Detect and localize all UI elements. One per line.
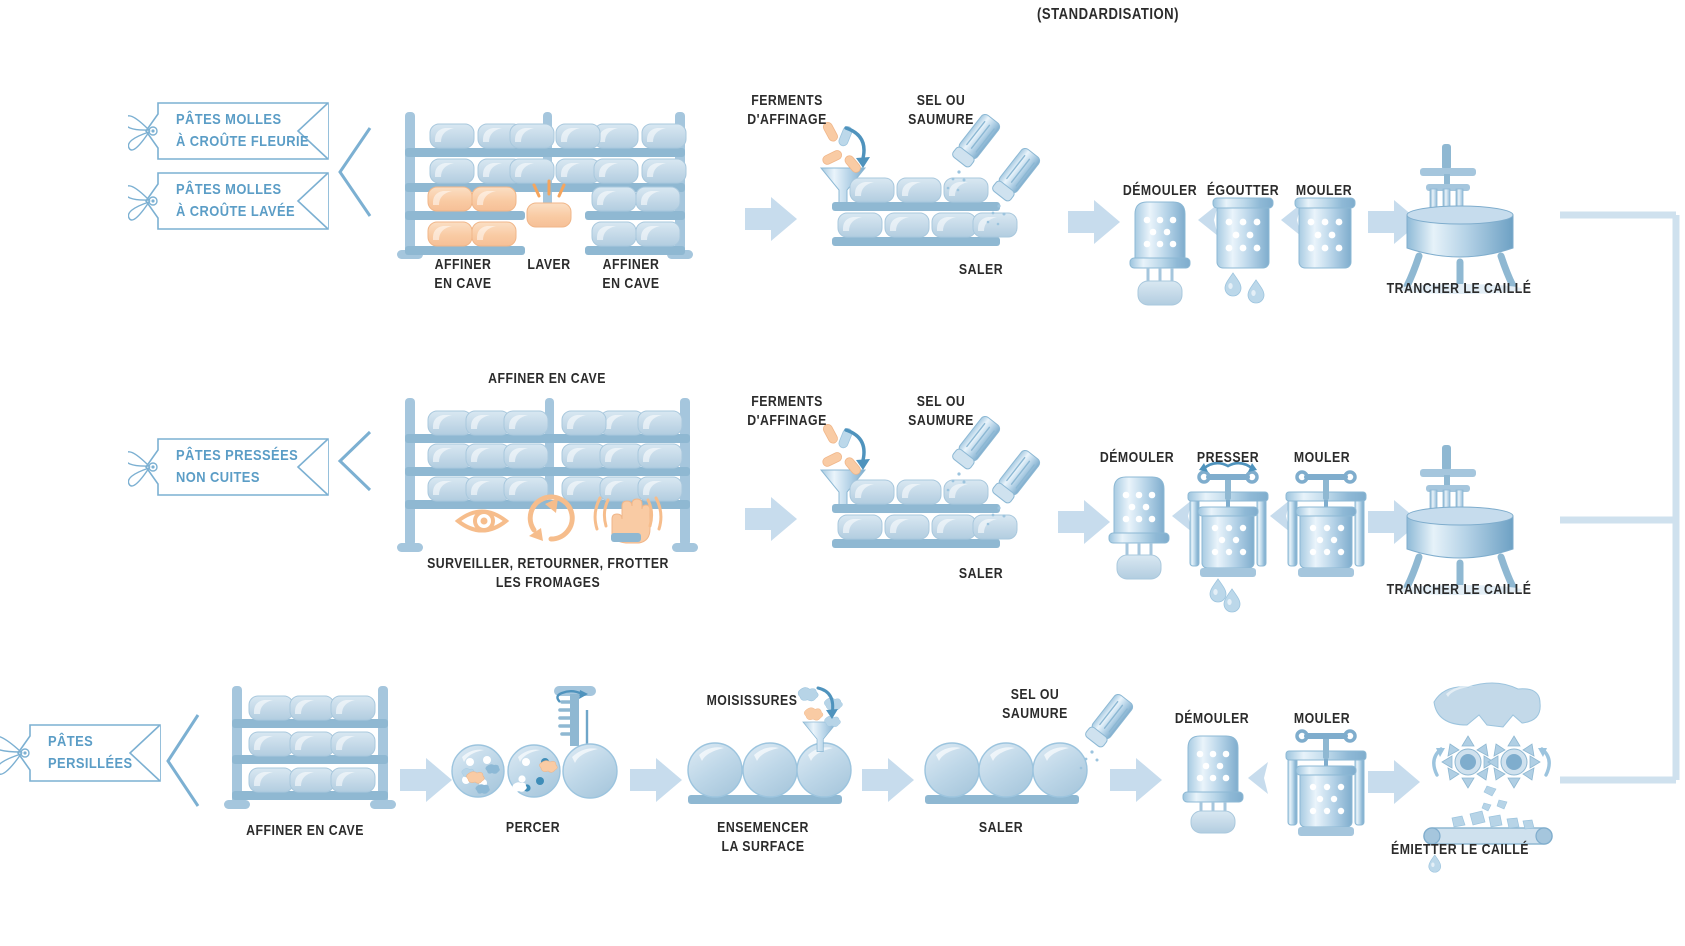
label-presser: PRESSER <box>1196 449 1260 466</box>
label-ferments-affinage-2: FERMENTS D'AFFINAGE <box>747 393 827 430</box>
arrow-demouler-row3 <box>1248 762 1268 794</box>
arrow-presser-row2 <box>1270 500 1290 532</box>
arrow-demouler-row2 <box>1172 500 1192 532</box>
emietter-caille-icon <box>1423 682 1553 873</box>
row-pates-pressees-artwork <box>337 398 1522 613</box>
saler-icon-row3 <box>924 691 1136 804</box>
label-trancher-le-caille: TRANCHER LE CAILLÉ <box>1386 280 1532 297</box>
bracket-pates-pressees <box>337 430 372 492</box>
arrow-ensemencer-row3 <box>862 758 914 802</box>
label-sel-ou-saumure-2: SEL OU SAUMURE <box>908 393 974 430</box>
label-demouler: DÉMOULER <box>1122 182 1198 199</box>
label-mouler-2: MOULER <box>1293 449 1351 466</box>
crumbler-roller-right <box>1487 735 1541 789</box>
icon-retourner-rotate <box>527 494 575 542</box>
arrow-mouler-row3 <box>1368 760 1420 804</box>
demouler-icon-row1 <box>1129 201 1191 306</box>
label-saler: SALER <box>958 261 1004 278</box>
label-ferments-affinage: FERMENTS D'AFFINAGE <box>747 92 827 129</box>
label-trancher-le-caille-2: TRANCHER LE CAILLÉ <box>1386 581 1532 598</box>
label-surveiller-retourner: SURVEILLER, RETOURNER, FROTTER LES FROMA… <box>427 555 669 592</box>
connector-lines <box>1560 211 1680 784</box>
ripening-rack-row2 <box>397 398 698 552</box>
label-demouler-2: DÉMOULER <box>1099 449 1175 466</box>
label-mouler: MOULER <box>1295 182 1353 199</box>
arrow-egoutter-row1 <box>1281 204 1301 236</box>
label-emietter-le-caille: ÉMIETTER LE CAILLÉ <box>1390 841 1530 858</box>
label-saler-3: SALER <box>978 819 1024 836</box>
salt-shaker-row2-bottom <box>986 447 1043 526</box>
pierced-wheel-1 <box>451 744 505 798</box>
tag-pates-pressees[interactable]: PÂTES PRESSÉES NON CUITES <box>124 436 338 503</box>
demouler-icon-row2 <box>1108 476 1170 580</box>
salting-shelves-row2 <box>832 479 1018 548</box>
demouler-icon-row3 <box>1182 735 1244 834</box>
arrow-to-affinage-row3 <box>400 758 452 802</box>
salt-shaker-row2-top <box>946 413 1003 492</box>
moisissures-spores <box>797 687 843 727</box>
vat-trancher-caille-row2 <box>1398 445 1522 595</box>
label-saler-2: SALER <box>958 565 1004 582</box>
crumbler-roller-left <box>1441 735 1495 789</box>
row-pates-persillees-artwork <box>166 682 1553 873</box>
label-sel-ou-saumure: SEL OU SAUMURE <box>908 92 974 129</box>
pierced-wheel-2 <box>507 744 561 798</box>
label-demouler-3: DÉMOULER <box>1174 710 1250 727</box>
vat-trancher-caille-row1 <box>1398 144 1522 294</box>
presser-icon-row2 <box>1186 461 1270 613</box>
arrow-demouler-row1 <box>1198 204 1218 236</box>
ferments-affinage-icon-row2 <box>820 424 870 509</box>
arrow-saler-row2 <box>1058 500 1110 544</box>
ensemencer-icon-row3 <box>687 686 852 804</box>
percer-icon-row3 <box>451 686 618 799</box>
label-egoutter: ÉGOUTTER <box>1206 182 1280 199</box>
salt-shaker-row1-bottom <box>986 145 1043 226</box>
row-pates-molles-artwork <box>338 111 1522 306</box>
arrow-percer-row3 <box>630 758 682 802</box>
label-affiner-en-cave-3: AFFINER EN CAVE <box>246 822 364 839</box>
tag-label: PÂTES PERSILLÉES <box>48 733 133 772</box>
label-affiner-en-cave: AFFINER EN CAVE <box>488 370 606 387</box>
tag-label: PÂTES PRESSÉES NON CUITES <box>176 447 299 486</box>
label-ensemencer: ENSEMENCER LA SURFACE <box>717 819 809 856</box>
label-percer: PERCER <box>505 819 561 836</box>
label-laver: LAVER <box>527 256 571 273</box>
salting-shelves-row1 <box>832 177 1018 246</box>
label-moisissures: MOISISSURES <box>706 692 798 709</box>
plain-wheel-row3-percer <box>562 743 618 799</box>
ripening-rack-row3 <box>224 686 396 809</box>
tag-pates-persillees[interactable]: PÂTES PERSILLÉES <box>0 722 174 789</box>
label-affiner-en-cave-left: AFFINER EN CAVE <box>434 256 492 293</box>
tag-label: PÂTES MOLLES À CROÛTE LAVÉE <box>176 181 296 220</box>
ripening-rack-row1 <box>397 112 693 259</box>
egoutter-icon-row1 <box>1212 197 1274 304</box>
arrow-to-affinage-row1 <box>745 197 797 241</box>
tag-pates-molles-fleurie[interactable]: PÂTES MOLLES À CROÛTE FLEURIE <box>124 100 338 167</box>
bracket-pates-molles <box>338 127 372 217</box>
arrow-saler-row1 <box>1068 200 1120 244</box>
conveyor-belt <box>1423 810 1553 845</box>
label-mouler-3: MOULER <box>1293 710 1351 727</box>
icon-frotter-hand <box>593 496 663 544</box>
page-title: (STANDARDISATION) <box>1037 6 1179 23</box>
ferments-affinage-icon-row1 <box>820 122 870 207</box>
label-affiner-en-cave-right: AFFINER EN CAVE <box>602 256 660 293</box>
icon-surveiller-eye <box>454 509 510 533</box>
bracket-pates-persillees <box>166 714 200 807</box>
mouler-icon-row3 <box>1284 729 1368 836</box>
salt-shaker-row1-top <box>946 111 1003 192</box>
laver-cheese-icon <box>526 179 572 228</box>
tag-pates-molles-lavee[interactable]: PÂTES MOLLES À CROÛTE LAVÉE <box>124 170 338 237</box>
tag-label: PÂTES MOLLES À CROÛTE FLEURIE <box>176 111 310 150</box>
mouler-icon-row1 <box>1294 197 1356 269</box>
arrow-saler-row3 <box>1110 758 1162 802</box>
mouler-icon-row2 <box>1284 470 1368 577</box>
arrow-to-affinage-row2 <box>745 497 797 541</box>
label-sel-ou-saumure-3: SEL OU SAUMURE <box>1002 686 1068 723</box>
